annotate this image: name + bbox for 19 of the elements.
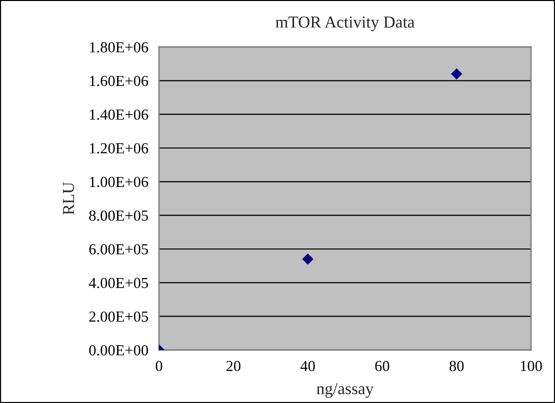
y-tick-label: 1.80E+06 [90,42,148,53]
x-tick-label: 0 [156,360,162,372]
y-tick-label: 1.00E+06 [90,176,148,188]
chart-title: mTOR Activity Data [276,16,415,32]
y-tick-label: 4.00E+05 [88,278,148,288]
x-tick-label: 100 [520,360,542,372]
x-tick-label: 80 [450,360,464,372]
x-tick-label: 40 [300,360,315,372]
y-axis-title: RLU [63,182,74,215]
y-tick-label: 6.00E+05 [89,244,148,255]
y-tick-label: 0.00E+00 [89,345,148,356]
y-tick-label: 1.20E+06 [90,143,148,154]
x-axis-title: ng/assay [316,383,374,398]
x-tick-label: 60 [375,360,390,372]
y-tick-label: 8.00E+05 [89,210,148,221]
y-tick-label: 1.40E+06 [90,109,148,120]
y-tick-label: 1.60E+06 [90,76,148,86]
y-tick-label: 2.00E+05 [89,311,148,322]
x-tick-label: 20 [226,360,240,372]
